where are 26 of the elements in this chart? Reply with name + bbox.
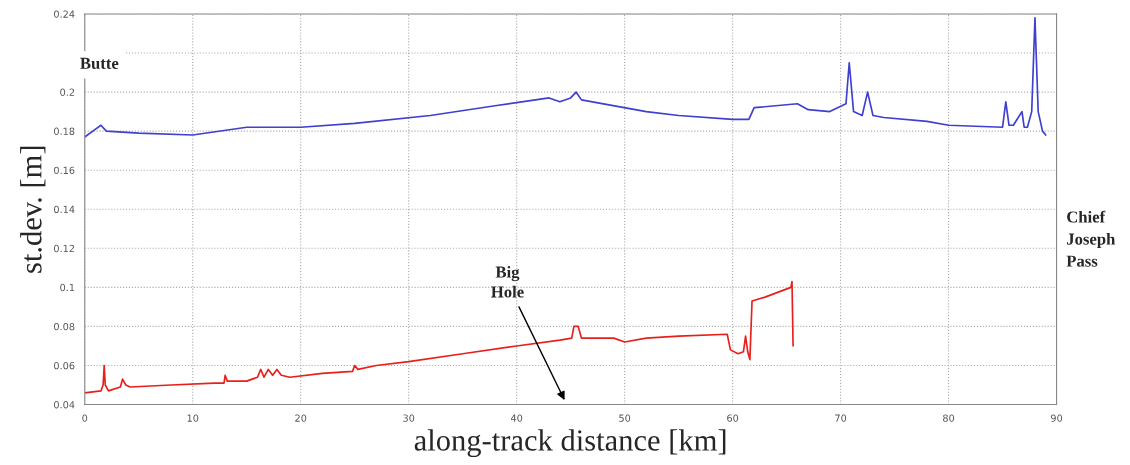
text: Chief Joseph Pass (1066, 210, 1116, 267)
y-tick-label: 0.18 (54, 127, 75, 135)
x-tick-label: 50 (619, 414, 631, 422)
y-tick-label: 0.06 (54, 361, 75, 370)
y-tick-label: 0.14 (54, 205, 75, 214)
x-tick-label: 40 (510, 414, 523, 422)
x-tick-label: 90 (1050, 414, 1063, 422)
x-tick-label: 20 (295, 414, 307, 422)
x-axis-title: along-track distance [km] (414, 429, 726, 458)
y-tick-label: 0.2 (60, 88, 75, 96)
y-tick-label: 0.24 (54, 10, 75, 18)
annotation: Big Hole (491, 265, 524, 298)
y-tick-label: 0.1 (60, 283, 75, 292)
x-tick-label: 0 (82, 414, 88, 422)
y-tick-label: 0.04 (54, 401, 75, 409)
x-tick-label: 80 (943, 414, 955, 422)
x-tick-label: 70 (835, 414, 847, 422)
annotation: Butte (80, 57, 119, 69)
y-tick-label: 0.08 (54, 322, 75, 331)
line-series (84, 280, 794, 394)
x-tick-label: 10 (187, 414, 199, 422)
y-tick-label: 0.16 (54, 166, 75, 175)
x-tick-label: 60 (727, 414, 739, 422)
y-tick-label: 0.12 (54, 244, 75, 253)
x-tick-label: 30 (403, 414, 415, 422)
y-axis-title: st.dev. [m] (20, 146, 46, 273)
